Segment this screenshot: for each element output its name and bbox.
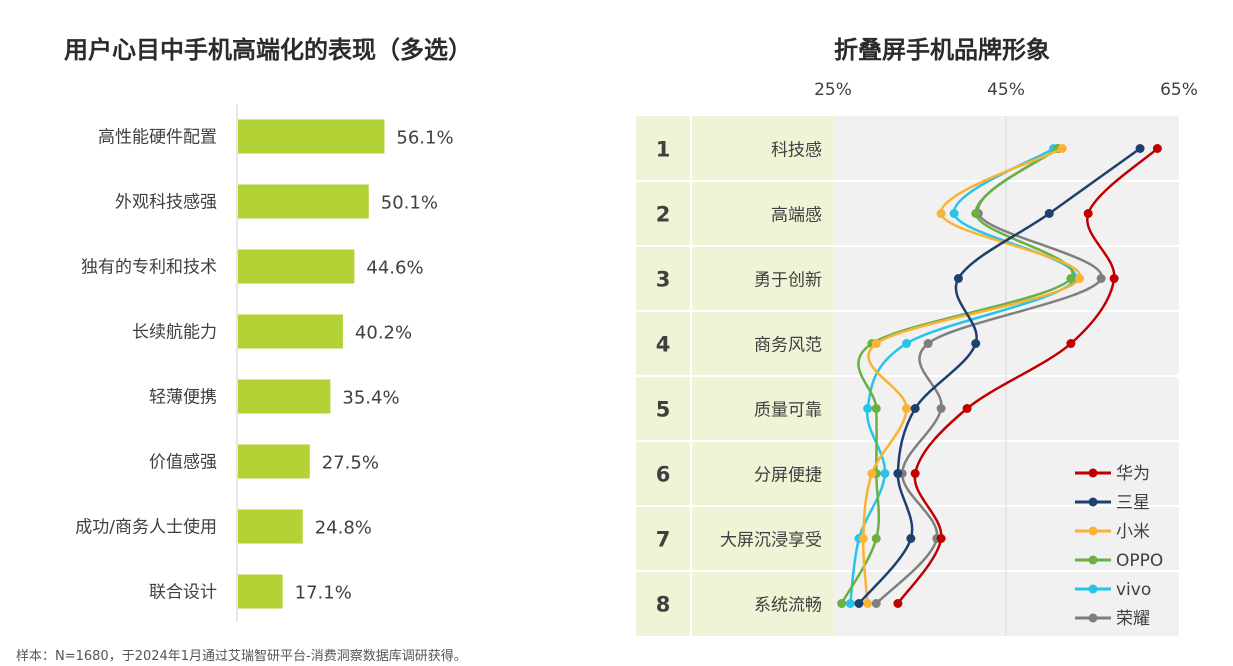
bar-value-label: 44.6%	[366, 258, 423, 279]
series-point	[953, 274, 963, 283]
bar	[238, 249, 355, 284]
series-point	[893, 599, 903, 608]
row-number: 8	[656, 593, 671, 617]
legend-label: 小米	[1116, 522, 1150, 542]
series-point	[936, 404, 946, 413]
row-category-label: 勇于创新	[754, 271, 822, 291]
series-point	[910, 404, 920, 413]
legend-swatch-marker	[1088, 468, 1098, 478]
x-tick-label: 45%	[987, 80, 1025, 100]
legend-swatch-marker	[1088, 613, 1098, 623]
bar	[238, 379, 331, 414]
legend-label: OPPO	[1116, 551, 1163, 571]
row-number: 1	[656, 138, 671, 162]
bar-category-label: 价值感强	[149, 453, 217, 473]
series-point	[1066, 339, 1076, 348]
series-point	[871, 404, 881, 413]
series-point	[902, 404, 912, 413]
series-point	[962, 404, 972, 413]
series-point	[1083, 209, 1093, 218]
series-point	[1075, 274, 1085, 283]
series-point	[949, 209, 959, 218]
series-point	[1044, 209, 1054, 218]
bar-category-label: 高性能硬件配置	[98, 128, 217, 148]
bar-category-label: 成功/商务人士使用	[75, 517, 217, 538]
bar	[238, 314, 343, 349]
series-point	[871, 534, 881, 543]
series-point	[837, 599, 847, 608]
row-number: 3	[656, 268, 671, 292]
bar-category-label: 独有的专利和技术	[81, 258, 217, 278]
series-point	[906, 534, 916, 543]
bar-value-label: 35.4%	[342, 388, 399, 409]
row-category-label: 大屏沉浸享受	[720, 531, 822, 551]
legend-label: 华为	[1116, 464, 1150, 484]
series-point	[871, 599, 881, 608]
series-point	[893, 469, 903, 478]
legend-label: 荣耀	[1116, 609, 1150, 629]
bar-category-label: 轻薄便携	[149, 388, 217, 408]
bar	[238, 119, 385, 154]
series-point	[936, 209, 946, 218]
brand-image-chart: 25% 45% 65% 1 科技感 2 高端感 3 勇于创新 4 商务风范 5 质量可靠 6 分屏便捷 7 大屏…	[636, 80, 1198, 636]
footnote: 样本：N=1680，于2024年1月通过艾瑞智研平台-消费洞察数据库调研获得。	[16, 649, 467, 664]
series-point	[880, 469, 890, 478]
series-point	[910, 469, 920, 478]
bar-value-label: 56.1%	[396, 128, 453, 149]
series-point	[871, 339, 881, 348]
series-point	[1152, 144, 1162, 153]
bar	[238, 184, 369, 219]
x-tick-label: 65%	[1160, 80, 1198, 100]
row-number: 6	[656, 463, 671, 487]
legend-label: vivo	[1116, 580, 1151, 600]
bar	[238, 509, 303, 544]
series-point	[936, 534, 946, 543]
bar-chart: 高性能硬件配置 56.1% 外观科技感强 50.1% 独有的专利和技术 44.6% 长续航能…	[75, 104, 454, 622]
legend-swatch-marker	[1088, 584, 1098, 594]
bar	[238, 444, 310, 479]
bar-category-label: 联合设计	[149, 583, 217, 603]
series-point	[867, 469, 877, 478]
bar-category-label: 长续航能力	[132, 323, 217, 343]
series-point	[1066, 274, 1076, 283]
row-number: 5	[656, 398, 671, 422]
row-category-label: 系统流畅	[754, 596, 822, 616]
bar-value-label: 40.2%	[355, 323, 412, 344]
legend-swatch-marker	[1088, 555, 1098, 565]
bar	[238, 574, 283, 609]
series-point	[1096, 274, 1106, 283]
x-tick-label: 25%	[814, 80, 852, 100]
row-category-label: 科技感	[771, 141, 822, 161]
row-number: 7	[656, 528, 671, 552]
series-point	[845, 599, 855, 608]
series-point	[858, 534, 868, 543]
series-point	[971, 209, 981, 218]
line-chart-title: 折叠屏手机品牌形象	[834, 36, 1050, 64]
series-point	[923, 339, 933, 348]
series-point	[854, 599, 864, 608]
legend-swatch-marker	[1088, 526, 1098, 536]
bar-value-label: 27.5%	[322, 453, 379, 474]
series-point	[1135, 144, 1145, 153]
row-number: 4	[656, 333, 671, 357]
series-point	[902, 339, 912, 348]
series-point	[1109, 274, 1119, 283]
row-category-label: 分屏便捷	[754, 466, 822, 486]
bar-value-label: 24.8%	[315, 518, 372, 539]
series-point	[971, 339, 981, 348]
series-point	[1057, 144, 1067, 153]
legend-swatch-marker	[1088, 497, 1098, 507]
bar-category-label: 外观科技感强	[115, 193, 217, 213]
row-category-label: 商务风范	[754, 336, 822, 356]
bar-value-label: 17.1%	[295, 583, 352, 604]
series-point	[863, 599, 873, 608]
series-point	[863, 404, 873, 413]
row-number: 2	[656, 203, 671, 227]
row-category-label: 质量可靠	[754, 401, 822, 421]
bar-chart-title: 用户心目中手机高端化的表现（多选）	[64, 36, 472, 64]
row-category-label: 高端感	[771, 206, 822, 226]
legend-label: 三星	[1116, 493, 1150, 513]
bar-value-label: 50.1%	[381, 193, 438, 214]
series-line	[896, 147, 1159, 605]
